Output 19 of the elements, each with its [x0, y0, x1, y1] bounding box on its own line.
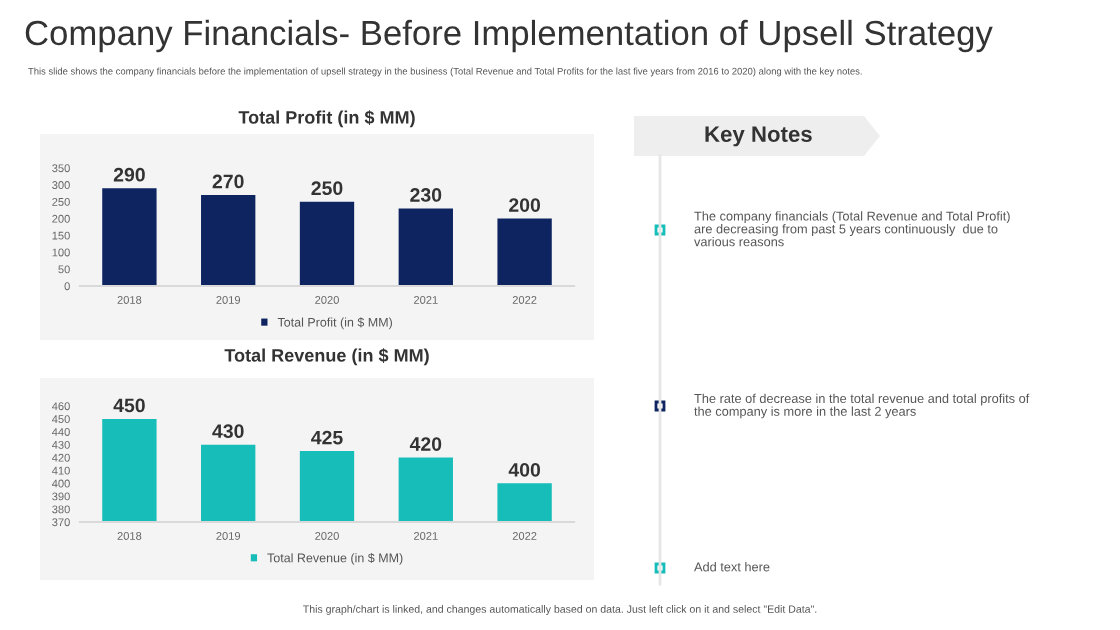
- data-label: 450: [113, 398, 145, 413]
- data-label: 400: [508, 462, 541, 477]
- bar: [398, 208, 453, 286]
- data-label: 430: [212, 424, 244, 439]
- bar: [497, 218, 552, 286]
- data-label: 200: [509, 198, 541, 212]
- data-label: 270: [212, 174, 244, 189]
- data-label: 420: [409, 437, 442, 451]
- data-label: 425: [311, 430, 343, 445]
- chart-title: Total Revenue (in $ MM): [224, 348, 429, 366]
- text: Company Financials- Before Implementation of Upsell Strategy: [25, 19, 993, 53]
- data-label: 230: [410, 188, 442, 202]
- chart-title: Total Profit (in $ MM): [238, 110, 415, 128]
- data-label: 250: [311, 181, 343, 196]
- bar: [102, 188, 157, 286]
- bar: [201, 194, 256, 286]
- text: Key Notes: [705, 126, 812, 147]
- bar: [299, 201, 355, 286]
- data-label: 290: [113, 167, 145, 182]
